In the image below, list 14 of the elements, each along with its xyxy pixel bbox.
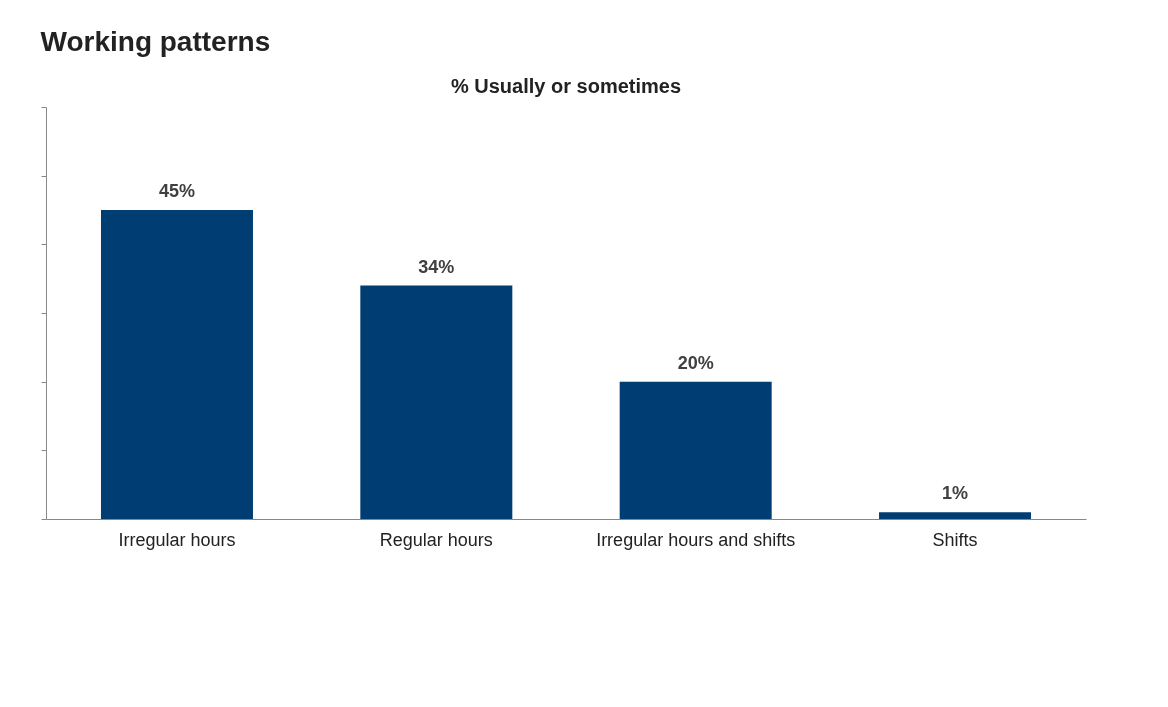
- bar: [360, 285, 513, 519]
- x-tick-label: Shifts: [932, 529, 978, 550]
- chart-title: Working patterns: [40, 25, 271, 57]
- data-label: 20%: [677, 352, 714, 373]
- x-tick-label: Irregular hours: [118, 529, 236, 550]
- chart-subtitle: % Usually or sometimes: [450, 74, 682, 97]
- x-tick-label: Regular hours: [379, 529, 493, 550]
- bar: [100, 210, 253, 519]
- bar: [619, 381, 772, 519]
- data-label: 45%: [158, 181, 195, 201]
- bar: [879, 512, 1032, 519]
- data-label: 1%: [942, 483, 969, 504]
- x-tick-label: Irregular hours and shifts: [596, 529, 796, 550]
- data-label: 34%: [418, 256, 455, 277]
